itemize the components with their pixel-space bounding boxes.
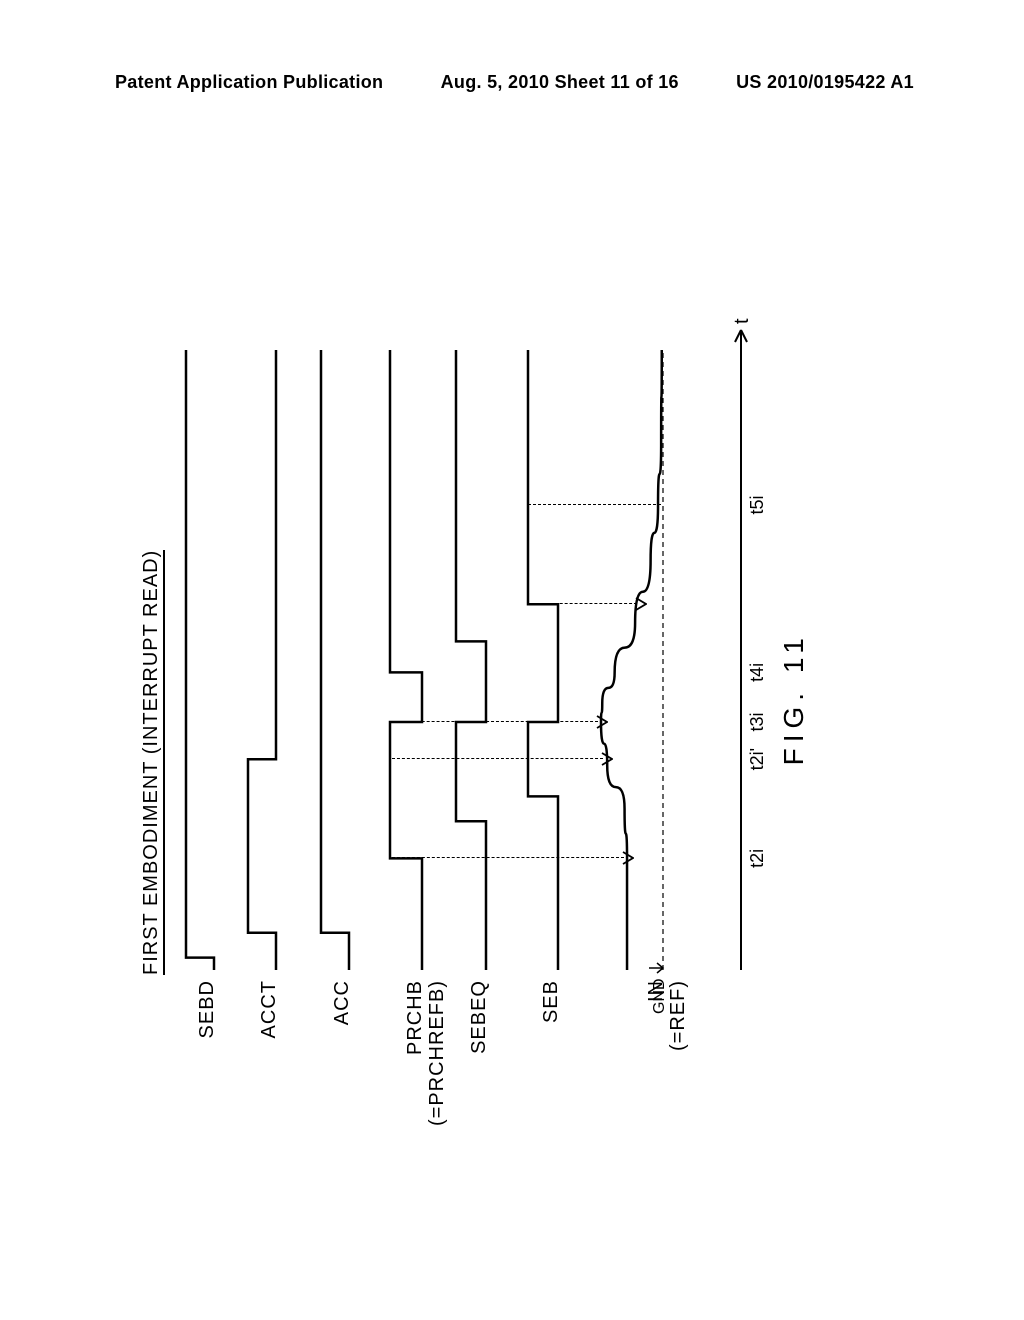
diagram-title-prefix: FIRST EMBODIMENT <box>140 754 162 975</box>
figure-caption: FIG. 11 <box>778 632 810 765</box>
time-axis-label: t <box>731 318 754 324</box>
guide-line <box>392 758 603 759</box>
guide-line <box>392 721 598 722</box>
signal-row-sebeq: SEBEQ <box>446 310 506 1130</box>
time-tick: t2i' <box>747 748 768 770</box>
signal-label: ACC <box>331 980 353 1130</box>
signal-wave <box>178 350 238 970</box>
signal-wave <box>518 350 578 970</box>
header-right: US 2010/0195422 A1 <box>736 72 914 93</box>
header-left: Patent Application Publication <box>115 72 383 93</box>
signal-label: ACCT <box>258 980 280 1130</box>
guide-line <box>530 603 637 604</box>
signal-wave: GND <box>593 350 653 970</box>
signal-label: SEBD <box>196 980 218 1130</box>
signal-label: SEBEQ <box>468 980 490 1130</box>
diagram-title: FIRST EMBODIMENT (INTERRUPT READ) <box>140 550 163 975</box>
signal-row-acct: ACCT <box>240 310 300 1130</box>
signal-wave <box>313 350 373 970</box>
signal-wave <box>240 350 300 970</box>
arrow-down-icon <box>596 715 608 729</box>
signal-row-prchb: PRCHB (=PRCHREFB) <box>378 310 438 1130</box>
arrow-down-icon <box>622 851 634 865</box>
gnd-label: GND <box>651 978 669 1014</box>
time-tick: t3i <box>747 712 768 731</box>
time-tick: t4i <box>747 663 768 682</box>
guide-line <box>528 504 661 505</box>
figure-area: FIRST EMBODIMENT (INTERRUPT READ) SEBD AC… <box>110 240 890 1200</box>
time-tick: t2i <box>747 849 768 868</box>
arrow-down-icon <box>635 597 647 611</box>
signal-row-sebd: SEBD <box>178 310 238 1130</box>
signal-row-acc: ACC <box>313 310 373 1130</box>
time-tick: t5i <box>747 495 768 514</box>
header-center: Aug. 5, 2010 Sheet 11 of 16 <box>441 72 679 93</box>
signal-wave <box>446 350 506 970</box>
signal-wave <box>378 350 438 970</box>
signal-label: PRCHB (=PRCHREFB) <box>404 980 448 1130</box>
time-axis: t2it2i't3it4it5it <box>733 350 768 970</box>
guide-line <box>392 857 624 858</box>
page-header: Patent Application Publication Aug. 5, 2… <box>0 72 1024 93</box>
signal-label: SEB <box>540 980 562 1130</box>
timing-diagram: FIRST EMBODIMENT (INTERRUPT READ) SEBD AC… <box>140 310 860 1130</box>
arrow-down-icon <box>601 752 613 766</box>
diagram-title-paren: (INTERRUPT READ) <box>140 550 162 755</box>
signal-row-seb: SEB <box>518 310 578 1130</box>
